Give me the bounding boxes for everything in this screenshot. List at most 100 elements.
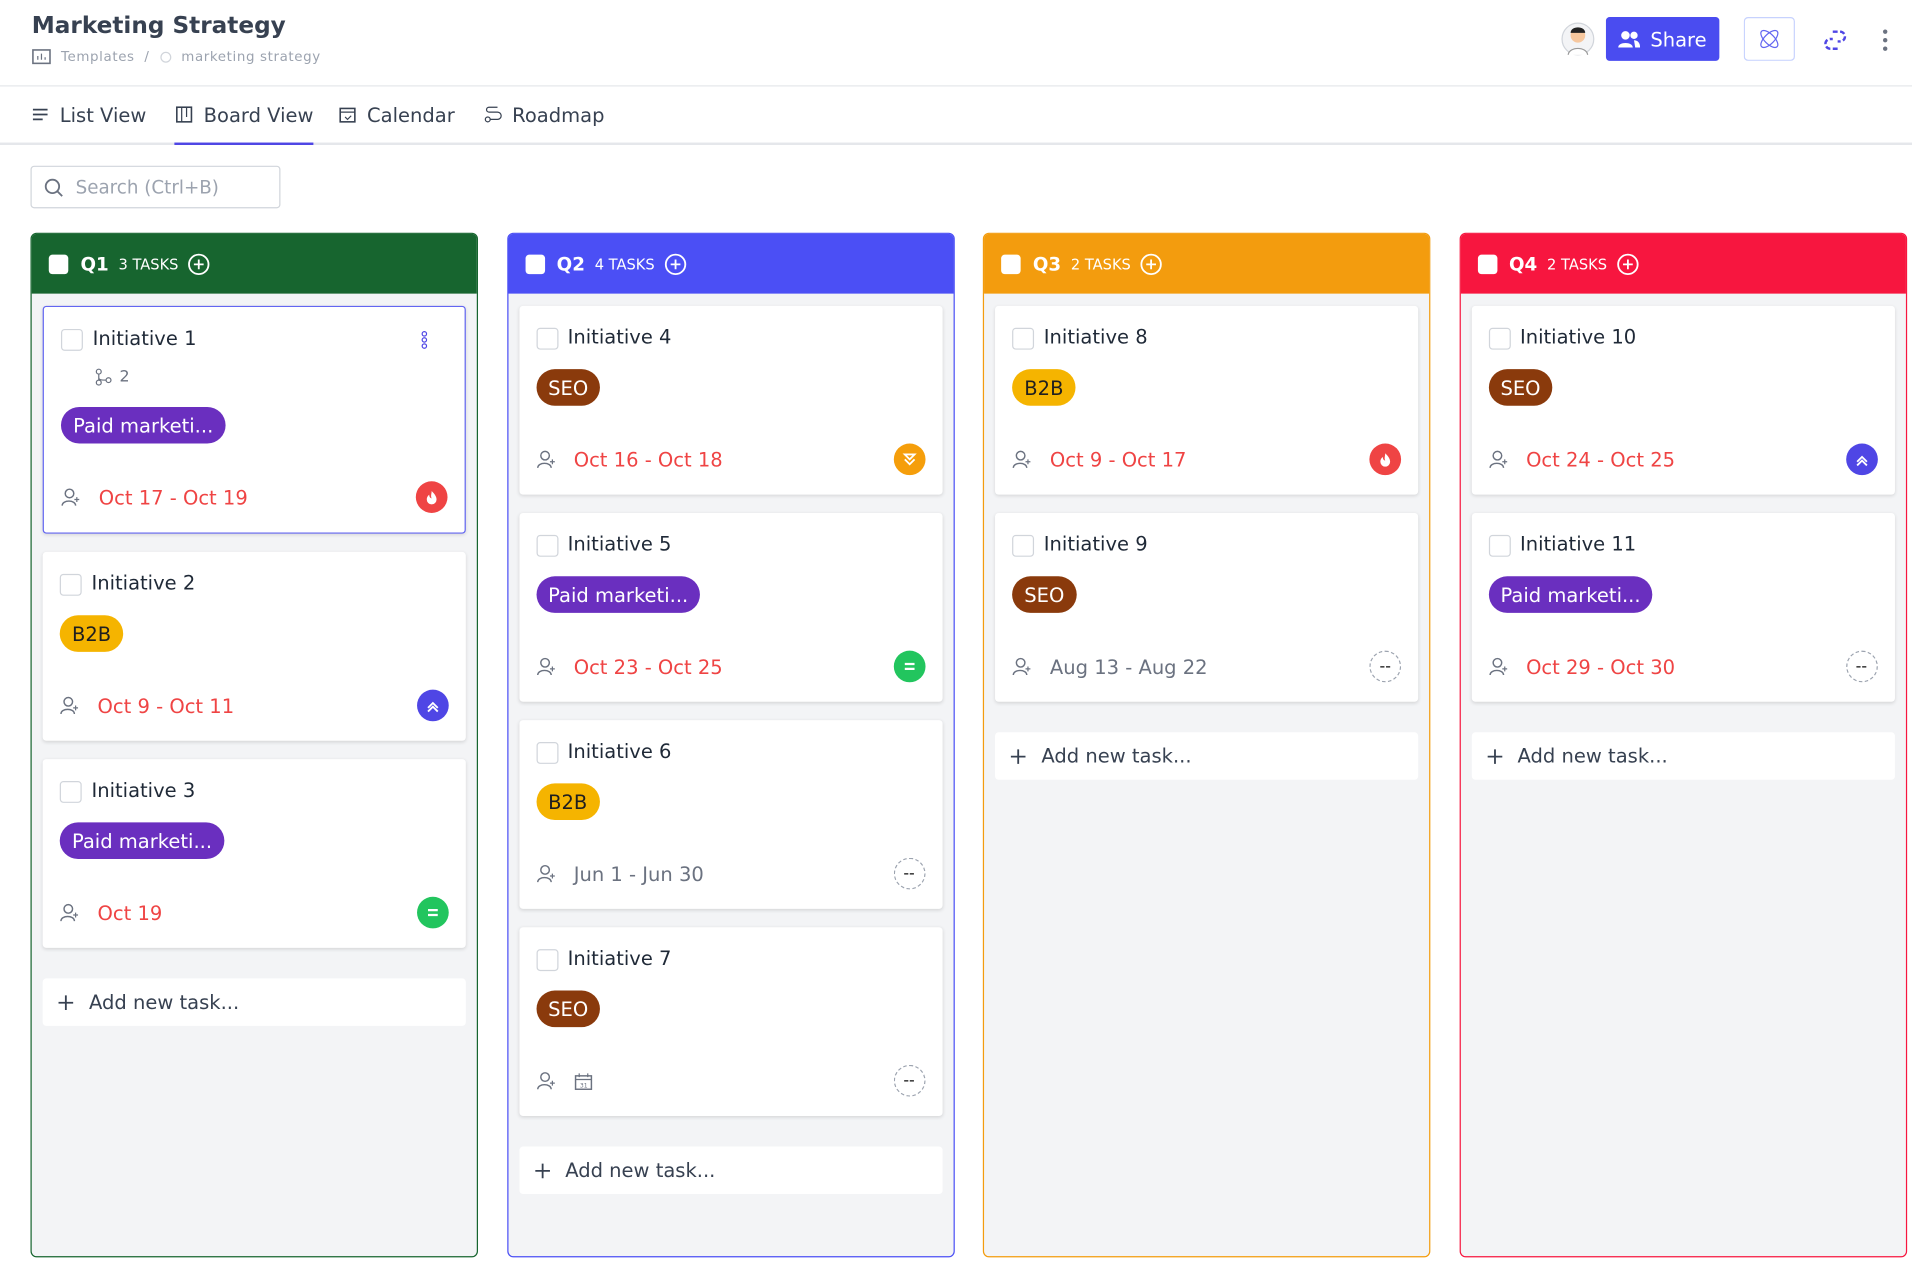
task-checkbox[interactable] <box>1012 534 1035 557</box>
add-task-label: Add new task... <box>1041 744 1192 768</box>
view-tab[interactable]: Calendar <box>338 87 455 143</box>
add-task[interactable]: Add new task... <box>1471 732 1895 780</box>
task-checkbox[interactable] <box>1488 534 1511 557</box>
column-checkbox[interactable] <box>48 254 69 274</box>
task-checkbox[interactable] <box>59 573 82 596</box>
task-card[interactable]: Initiative 9 SEO Aug 13 - Aug 22 -- <box>995 512 1419 702</box>
task-checkbox[interactable] <box>59 780 82 803</box>
task-checkbox[interactable] <box>535 949 558 972</box>
assignee-icon <box>536 1071 557 1090</box>
column-name: Q4 <box>1509 252 1538 275</box>
add-task-icon[interactable] <box>188 253 210 275</box>
priority-badge[interactable] <box>1369 443 1402 476</box>
add-task-icon-svg <box>1140 253 1163 275</box>
tab-label: List View <box>59 102 147 127</box>
priority-icon <box>901 453 917 466</box>
task-title: Initiative 3 <box>91 778 196 802</box>
task-card[interactable]: Initiative 1 2 Paid marketi... Oct 17 - Oct… <box>42 305 466 534</box>
due-date: Oct 9 - Oct 17 <box>1049 447 1187 471</box>
task-checkbox[interactable] <box>535 327 558 350</box>
column-checkbox[interactable] <box>1001 254 1021 274</box>
column-name: Q2 <box>556 252 585 275</box>
tag: SEO <box>1488 369 1553 406</box>
priority-badge[interactable] <box>415 481 448 513</box>
assignee-icon <box>536 450 557 469</box>
priority-badge[interactable]: -- <box>1369 650 1402 683</box>
breadcrumb: Templates / marketing strategy <box>32 49 321 65</box>
plus-icon-svg <box>1487 748 1502 764</box>
priority-badge[interactable] <box>1845 443 1878 476</box>
add-task[interactable]: Add new task... <box>518 1146 942 1195</box>
card-menu[interactable] <box>421 330 428 349</box>
add-task-label: Add new task... <box>1517 744 1668 768</box>
tag: Paid marketi... <box>535 576 701 613</box>
priority-badge[interactable] <box>417 689 449 722</box>
add-task-icon[interactable] <box>664 253 687 275</box>
plus-icon-svg <box>1010 748 1026 764</box>
status-icon <box>159 51 171 63</box>
ai-button[interactable] <box>1743 17 1795 61</box>
task-card[interactable]: Initiative 8 B2B Oct 9 - Oct 17 <box>995 305 1419 495</box>
search-box[interactable]: Search (Ctrl+B) <box>30 165 281 209</box>
board-column: Q4 2 TASKS Initiative 10 SEO Oct 24 - Oct 25… <box>1459 232 1907 1258</box>
priority-badge[interactable]: -- <box>1845 650 1878 683</box>
tag: B2B <box>535 783 600 820</box>
date-row: Oct 29 - Oct 30 <box>1488 651 1675 683</box>
priority-badge[interactable]: -- <box>893 857 925 890</box>
task-card[interactable]: Initiative 7 SEO 31 -- <box>518 927 942 1117</box>
column-header: Q1 3 TASKS <box>31 233 477 294</box>
task-checkbox[interactable] <box>535 534 558 557</box>
view-tab[interactable]: Roadmap <box>483 87 604 143</box>
column-body: Initiative 4 SEO Oct 16 - Oct 18 Initiative… <box>508 294 953 1207</box>
plus-icon-svg <box>58 994 74 1010</box>
column-body: Initiative 1 2 Paid marketi... Oct 17 - Oct… <box>32 294 477 1038</box>
task-checkbox[interactable] <box>535 742 558 764</box>
priority-badge[interactable]: -- <box>893 1064 925 1097</box>
add-task-icon[interactable] <box>1617 253 1639 275</box>
task-checkbox[interactable] <box>1012 327 1035 350</box>
priority-icon <box>428 909 438 917</box>
task-card[interactable]: Initiative 5 Paid marketi... Oct 23 - Oct … <box>518 512 942 702</box>
task-card[interactable]: Initiative 3 Paid marketi... Oct 19 <box>42 759 466 948</box>
more-button[interactable] <box>1878 27 1893 54</box>
assignee-icon-svg <box>536 1072 555 1090</box>
task-card[interactable]: Initiative 2 B2B Oct 9 - Oct 11 <box>42 551 466 741</box>
task-title: Initiative 4 <box>567 325 672 349</box>
task-card[interactable]: Initiative 4 SEO Oct 16 - Oct 18 <box>518 305 942 495</box>
column-body: Initiative 10 SEO Oct 24 - Oct 25 Initiativ… <box>1460 294 1905 792</box>
breadcrumb-link[interactable]: Templates <box>60 48 135 65</box>
task-checkbox[interactable] <box>60 328 83 351</box>
assignee-icon-svg <box>536 864 555 883</box>
task-card[interactable]: Initiative 10 SEO Oct 24 - Oct 25 <box>1471 305 1895 495</box>
column-checkbox[interactable] <box>524 254 545 274</box>
add-task-icon[interactable] <box>1140 253 1163 275</box>
priority-badge[interactable] <box>893 443 925 476</box>
date-row: Aug 13 - Aug 22 <box>1012 651 1208 683</box>
priority-none: -- <box>903 1071 915 1090</box>
plus-icon <box>57 994 74 1011</box>
assignee-icon <box>1488 450 1509 469</box>
tag: SEO <box>535 369 601 406</box>
task-card[interactable]: Initiative 11 Paid marketi... Oct 29 - Oct… <box>1471 512 1895 702</box>
task-checkbox[interactable] <box>1488 327 1511 350</box>
priority-badge[interactable] <box>893 650 925 683</box>
avatar[interactable] <box>1561 22 1595 56</box>
column-checkbox[interactable] <box>1477 254 1497 274</box>
priority-badge[interactable] <box>417 896 449 929</box>
add-task[interactable]: Add new task... <box>42 978 466 1026</box>
separator: / <box>144 48 150 65</box>
view-tab[interactable]: List View <box>30 87 146 143</box>
add-task[interactable]: Add new task... <box>995 732 1419 780</box>
plus-icon <box>1010 747 1027 764</box>
tab-label: Board View <box>203 102 314 127</box>
tab-icon <box>338 105 358 124</box>
task-card[interactable]: Initiative 6 B2B Jun 1 - Jun 30 -- <box>518 720 942 909</box>
task-title: Initiative 2 <box>91 571 196 595</box>
due-date: Oct 29 - Oct 30 <box>1526 654 1676 679</box>
link-button[interactable] <box>1822 27 1849 54</box>
view-tab[interactable]: Board View <box>174 87 314 145</box>
assignee-icon-svg <box>536 657 555 676</box>
share-button[interactable]: Share <box>1605 17 1720 61</box>
subtask-icon <box>95 368 112 386</box>
board-column: Q1 3 TASKS Initiative 1 2 Paid marketi... Oct… <box>30 232 479 1258</box>
